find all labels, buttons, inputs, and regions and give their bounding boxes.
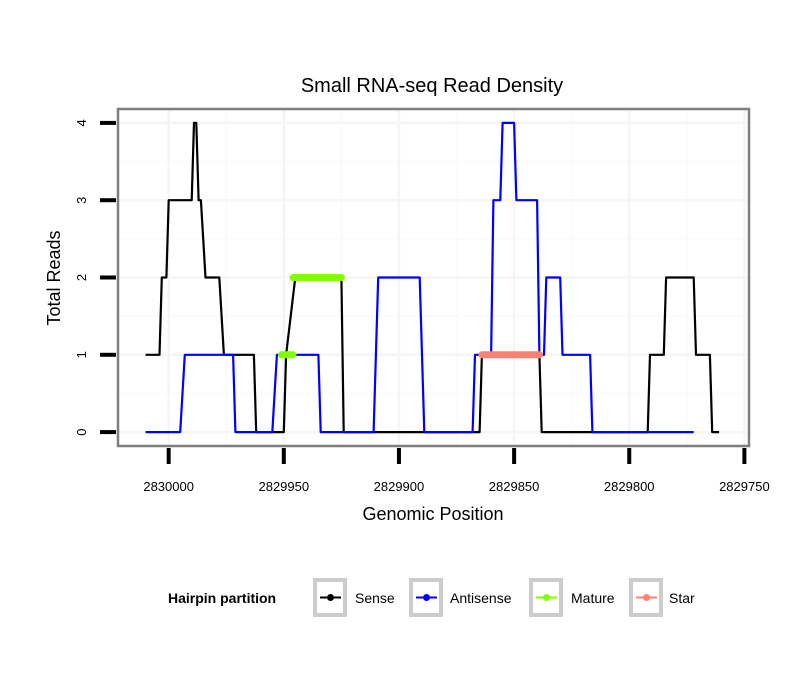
legend-key-point	[643, 594, 650, 601]
legend-item-star: Star	[629, 578, 695, 617]
y-tick-label: 4	[74, 119, 89, 126]
x-tick-label: 2829900	[374, 479, 425, 494]
axes-layer: 2830000 2829950 2829900 2829850 2829800 28297…	[74, 107, 770, 494]
y-tick-label: 0	[74, 428, 89, 435]
legend: Hairpin partition Sense Antisense Mature St…	[168, 578, 695, 617]
plot-panel	[118, 109, 749, 446]
legend-item-antisense: Antisense	[409, 578, 512, 617]
panel-border	[116, 107, 751, 448]
x-tick-label: 2829850	[489, 479, 540, 494]
series-layer	[145, 121, 720, 434]
chart-title: Small RNA-seq Read Density	[301, 75, 563, 97]
y-tick-label: 2	[74, 274, 89, 281]
x-tick-label: 2829950	[258, 479, 309, 494]
x-axis-title: Genomic Position	[362, 504, 503, 524]
x-tick-label: 2829800	[604, 479, 655, 494]
legend-item-mature: Mature	[529, 578, 615, 617]
legend-item-sense: Sense	[313, 578, 395, 617]
y-tick-label: 3	[74, 197, 89, 204]
legend-title: Hairpin partition	[168, 590, 276, 606]
y-tick-label: 1	[74, 351, 89, 358]
legend-label: Sense	[355, 590, 395, 606]
x-tick-label: 2830000	[143, 479, 194, 494]
legend-key-point	[543, 594, 550, 601]
y-axis-title: Total Reads	[44, 230, 64, 325]
legend-key-point	[327, 594, 334, 601]
legend-key-point	[423, 594, 430, 601]
legend-label: Antisense	[450, 590, 512, 606]
legend-label: Star	[669, 590, 695, 606]
x-tick-label: 2829750	[719, 479, 770, 494]
legend-label: Mature	[571, 590, 615, 606]
